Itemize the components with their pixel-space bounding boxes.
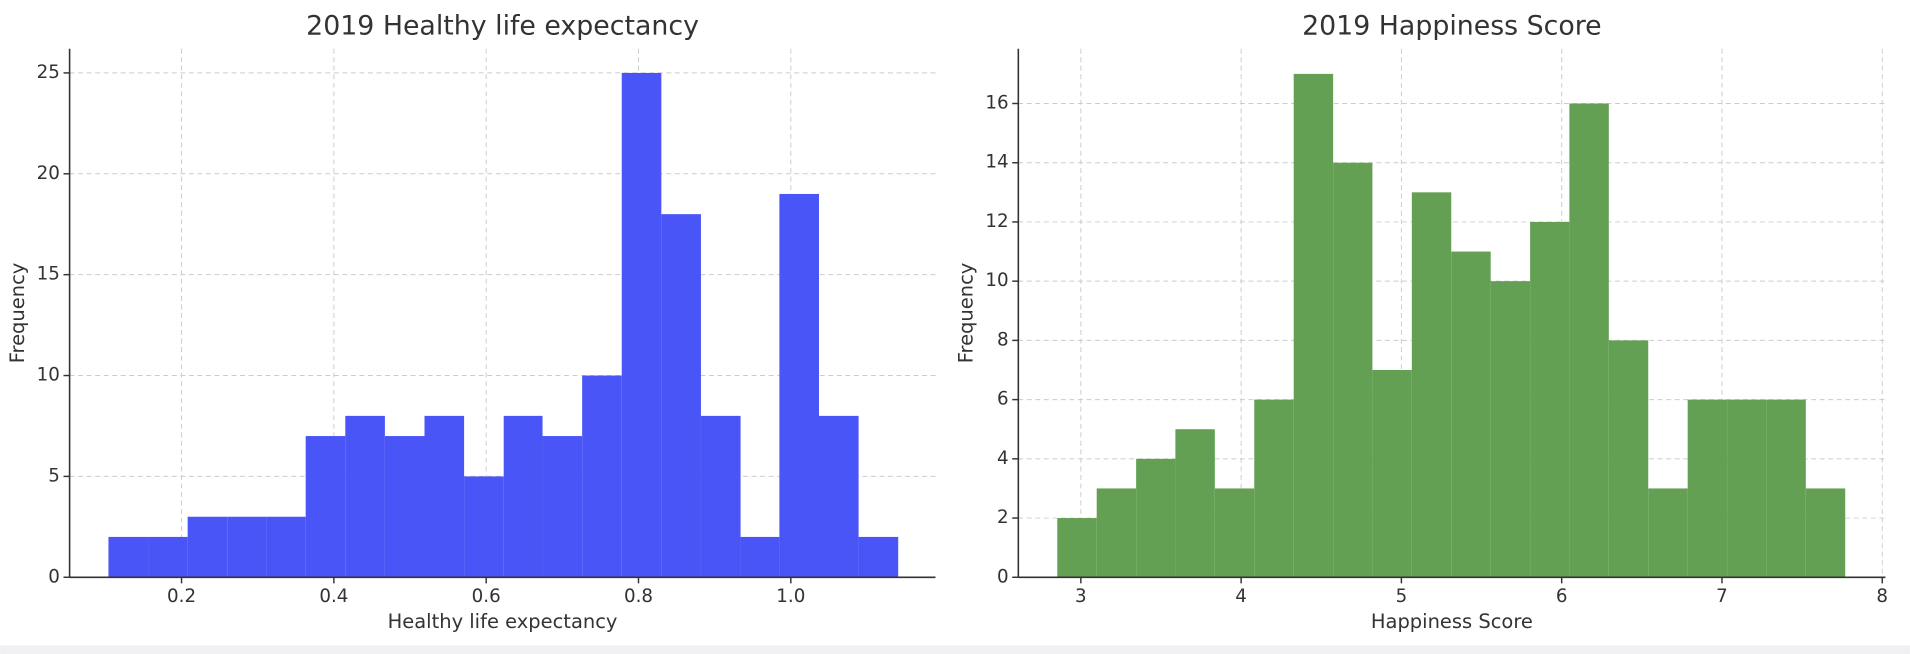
bar [1136, 458, 1176, 578]
bar [1530, 221, 1570, 578]
bar [1175, 429, 1215, 578]
x-tick-label: 0.8 [624, 586, 653, 607]
bar [1727, 399, 1767, 578]
bar [424, 415, 465, 578]
bar [345, 415, 385, 578]
bar [582, 375, 622, 578]
x-tick-label: 7 [1716, 586, 1728, 607]
bar [464, 476, 504, 578]
bar [1766, 399, 1806, 578]
y-tick-label: 2 [997, 507, 1009, 528]
x-tick-label: 0.6 [472, 586, 501, 607]
bar [661, 214, 701, 578]
bar [818, 415, 859, 578]
x-tick-label: 5 [1396, 586, 1408, 607]
bar [1805, 488, 1846, 578]
bar [1372, 369, 1412, 578]
bar [108, 536, 149, 578]
bar [384, 436, 425, 578]
bottom-strip [0, 645, 1910, 654]
y-tick-label: 10 [985, 270, 1008, 291]
bar [779, 193, 819, 578]
y-tick-label: 16 [985, 92, 1008, 113]
x-tick-label: 0.2 [167, 586, 196, 607]
bar [621, 72, 662, 578]
bar [1648, 488, 1688, 578]
bar [1096, 488, 1137, 578]
y-tick-label: 14 [985, 152, 1008, 173]
bar [1608, 340, 1649, 578]
y-tick-label: 4 [997, 448, 1009, 469]
y-axis-label: Frequency [6, 263, 29, 364]
x-axis-label: Healthy life expectancy [388, 610, 618, 633]
bar [187, 516, 228, 578]
bar [858, 536, 899, 578]
bar [148, 536, 188, 578]
y-tick-label: 8 [997, 329, 1009, 350]
bar [1057, 518, 1097, 578]
y-tick-label: 10 [37, 365, 60, 386]
bar [1569, 103, 1609, 578]
chart-title: 2019 Happiness Score [1302, 10, 1602, 41]
y-tick-label: 0 [48, 566, 60, 587]
bar [542, 436, 583, 578]
bar [1411, 192, 1452, 578]
x-tick-label: 8 [1876, 586, 1888, 607]
y-tick-label: 12 [985, 211, 1008, 232]
bar [305, 436, 346, 578]
bar [1333, 162, 1373, 578]
bar [1490, 281, 1531, 578]
bar [700, 415, 741, 578]
x-tick-label: 1.0 [776, 586, 805, 607]
y-tick-label: 0 [997, 566, 1009, 587]
y-tick-label: 6 [997, 389, 1009, 410]
y-tick-label: 15 [37, 264, 60, 285]
x-tick-label: 3 [1075, 586, 1087, 607]
bar [503, 415, 543, 578]
bar [266, 516, 306, 578]
y-tick-label: 20 [37, 163, 60, 184]
chart-title: 2019 Healthy life expectancy [306, 10, 699, 41]
bar [1293, 73, 1334, 578]
y-axis-label: Frequency [955, 263, 978, 364]
bar [1687, 399, 1728, 578]
x-tick-label: 0.4 [319, 586, 348, 607]
bar [1451, 251, 1491, 578]
y-tick-label: 5 [48, 465, 60, 486]
bar [1214, 488, 1255, 578]
bar [1254, 399, 1294, 578]
y-tick-label: 25 [37, 62, 60, 83]
x-tick-label: 4 [1235, 586, 1247, 607]
x-axis-label: Happiness Score [1371, 610, 1533, 633]
bar [740, 536, 780, 578]
x-tick-label: 6 [1556, 586, 1568, 607]
bar [227, 516, 267, 578]
